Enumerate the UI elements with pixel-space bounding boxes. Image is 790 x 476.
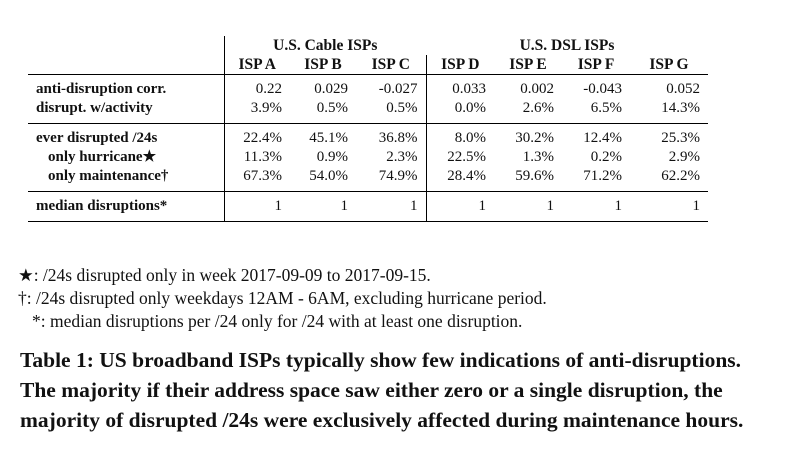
group-header-dsl: U.S. DSL ISPs — [519, 37, 615, 54]
table-row: anti-disruption corr. 0.22 0.029 -0.027 … — [28, 74, 708, 99]
table-cell: 0.029 — [314, 81, 348, 97]
column-header: ISP G — [630, 55, 708, 75]
column-header: ISP D — [426, 55, 494, 75]
footnote-maintenance: †: /24s disrupted only weekdays 12AM - 6… — [18, 288, 547, 308]
table-cell: 0.5% — [356, 99, 427, 124]
column-header: ISP F — [562, 55, 630, 75]
table-footnotes: ★: /24s disrupted only in week 2017-09-0… — [18, 264, 547, 333]
table-cell: -0.027 — [356, 74, 427, 99]
table-cell: 0.22 — [223, 74, 290, 99]
table-cell: 0.033 — [452, 81, 486, 97]
table-cell: 14.3% — [630, 99, 708, 124]
table-cell: 25.3% — [661, 130, 700, 146]
table-cell: 74.9% — [356, 167, 427, 192]
table-cell: 1.3% — [522, 149, 554, 165]
table-cell: 2.9% — [668, 149, 700, 165]
table-caption: Table 1: US broadband ISPs typically sho… — [20, 348, 744, 432]
table-cell: 45.1% — [309, 130, 348, 146]
table-cell: 62.2% — [630, 167, 708, 192]
corner-cell — [28, 55, 224, 75]
table-cell: 22.5% — [447, 149, 486, 165]
table-row: median disruptions* 1 1 1 1 1 1 1 — [28, 191, 708, 222]
table-row: disrupt. w/activity 3.9% 0.5% 0.5% 0.0% … — [28, 99, 708, 124]
table-cell: 0.052 — [666, 81, 700, 97]
table-cell: 30.2% — [515, 130, 554, 146]
table-cell: 1 — [426, 191, 494, 222]
column-header-row: ISP A ISP B ISP C ISP D ISP E ISP F ISP … — [28, 55, 708, 75]
row-label: anti-disruption corr. — [36, 81, 167, 97]
row-label: median disruptions* — [28, 191, 224, 222]
footnote-median: *: median disruptions per /24 only for /… — [32, 311, 523, 331]
column-header: ISP B — [290, 55, 356, 75]
column-header: ISP E — [494, 55, 562, 75]
table-cell: 1 — [223, 191, 290, 222]
table-cell: 11.3% — [223, 148, 290, 167]
column-header: ISP A — [223, 55, 290, 75]
table-cell: 2.6% — [494, 99, 562, 124]
table-cell: 67.3% — [223, 167, 290, 192]
row-label: only maintenance† — [28, 167, 224, 192]
table-cell: 0.5% — [290, 99, 356, 124]
table-cell: 0.002 — [520, 81, 554, 97]
table-cell: 1 — [562, 191, 630, 222]
row-label: disrupt. w/activity — [28, 99, 224, 124]
corner-cell — [28, 36, 224, 55]
table-cell: 1 — [290, 191, 356, 222]
table-cell: 1 — [494, 191, 562, 222]
table-row: only hurricane★ 11.3% 0.9% 2.3% 22.5% 1.… — [28, 148, 708, 167]
isp-disruption-table: U.S. Cable ISPs U.S. DSL ISPs ISP A ISP … — [28, 36, 708, 222]
table-cell: 59.6% — [494, 167, 562, 192]
table-cell: 2.3% — [356, 148, 427, 167]
results-table-container: U.S. Cable ISPs U.S. DSL ISPs ISP A ISP … — [28, 36, 708, 222]
table-cell: 71.2% — [562, 167, 630, 192]
table-cell: 6.5% — [562, 99, 630, 124]
table-cell: 22.4% — [223, 123, 290, 148]
table-cell: 0.9% — [316, 149, 348, 165]
table-cell: 1 — [630, 191, 708, 222]
table-cell: 0.0% — [426, 99, 494, 124]
footnote-hurricane: ★: /24s disrupted only in week 2017-09-0… — [18, 265, 431, 285]
row-label: ever disrupted /24s — [36, 130, 158, 146]
table-cell: -0.043 — [583, 81, 622, 97]
table-row: only maintenance† 67.3% 54.0% 74.9% 28.4… — [28, 167, 708, 192]
group-header-cable: U.S. Cable ISPs — [223, 36, 426, 55]
table-cell: 8.0% — [454, 130, 486, 146]
group-header-row: U.S. Cable ISPs U.S. DSL ISPs — [28, 36, 708, 55]
column-header: ISP C — [356, 55, 427, 75]
table-cell: 28.4% — [426, 167, 494, 192]
table-cell: 36.8% — [356, 123, 427, 148]
table-cell: 1 — [356, 191, 427, 222]
table-row: ever disrupted /24s 22.4% 45.1% 36.8% 8.… — [28, 123, 708, 148]
table-cell: 12.4% — [583, 130, 622, 146]
table-cell: 54.0% — [290, 167, 356, 192]
table-cell: 0.2% — [590, 149, 622, 165]
row-label: only hurricane★ — [48, 149, 157, 165]
table-cell: 3.9% — [223, 99, 290, 124]
